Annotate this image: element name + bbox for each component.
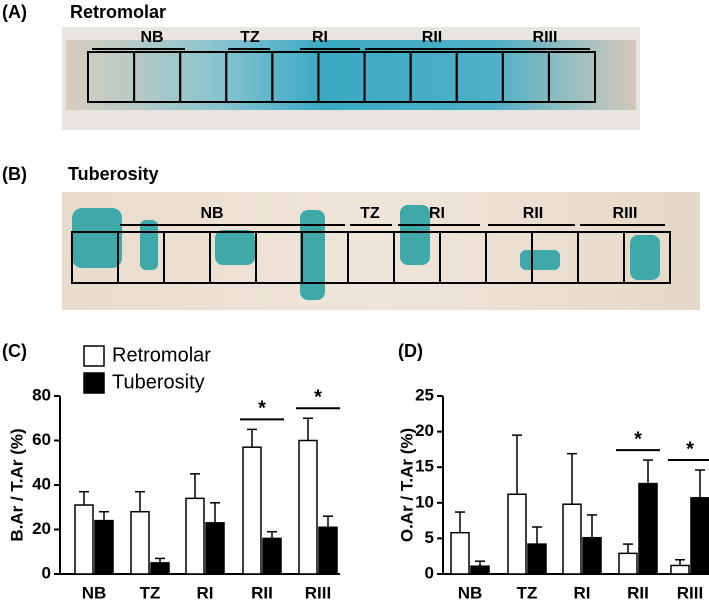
bar xyxy=(298,439,318,575)
significance-mark: * xyxy=(634,428,642,450)
x-tick-label: NB xyxy=(82,583,107,602)
panel-label: (C) xyxy=(2,341,27,361)
region-label: RII xyxy=(422,29,442,46)
bar xyxy=(185,497,205,575)
region-box xyxy=(623,231,671,284)
significance-mark: * xyxy=(314,387,322,409)
x-tick-label: NB xyxy=(458,583,483,602)
y-tick-label: 80 xyxy=(32,385,51,404)
panel-title: Tuberosity xyxy=(68,164,159,184)
y-tick-label: 20 xyxy=(32,519,51,538)
region-label: RI xyxy=(312,29,328,46)
y-tick-label: 0 xyxy=(425,563,434,582)
legend-label: Tuberosity xyxy=(112,371,205,393)
bar xyxy=(670,564,690,575)
legend-label: Retromolar xyxy=(112,344,211,366)
x-tick-label: TZ xyxy=(517,583,538,602)
y-axis-label: O.Ar / T.Ar (%) xyxy=(397,428,416,542)
x-tick-label: RI xyxy=(197,583,214,602)
panel-label: (B) xyxy=(2,164,27,184)
y-axis-label: B.Ar / T.Ar (%) xyxy=(7,428,26,541)
y-tick-label: 25 xyxy=(415,385,434,404)
x-tick-label: TZ xyxy=(140,583,161,602)
bar xyxy=(262,537,282,575)
significance-mark: * xyxy=(258,398,266,420)
region-label: RIII xyxy=(533,29,558,46)
bar xyxy=(618,552,638,575)
region-boxes xyxy=(71,51,671,284)
bar xyxy=(507,493,527,575)
region-label: TZ xyxy=(360,205,380,222)
panel-label: (D) xyxy=(398,341,423,361)
y-tick-label: 15 xyxy=(415,457,434,476)
legend-swatch xyxy=(83,372,105,394)
x-tick-label: RIII xyxy=(305,583,331,602)
legend-swatch xyxy=(83,345,105,367)
x-tick-label: RIII xyxy=(677,583,703,602)
y-tick-label: 20 xyxy=(415,421,434,440)
bar xyxy=(562,503,582,575)
region-label: NB xyxy=(200,205,223,222)
region-box xyxy=(547,51,597,103)
y-tick-label: 0 xyxy=(42,563,51,582)
region-label: TZ xyxy=(240,29,260,46)
panel-label: (A) xyxy=(2,2,27,22)
bar xyxy=(242,446,262,575)
x-tick-label: RI xyxy=(574,583,591,602)
significance-mark: * xyxy=(686,438,694,460)
bar xyxy=(150,562,170,575)
panel-title: Retromolar xyxy=(70,2,166,22)
bar xyxy=(582,536,602,575)
bar xyxy=(638,482,658,575)
y-tick-label: 10 xyxy=(415,492,434,511)
y-tick-label: 60 xyxy=(32,430,51,449)
x-tick-label: RII xyxy=(251,583,273,602)
bar xyxy=(450,531,470,575)
y-tick-label: 5 xyxy=(425,528,434,547)
bar xyxy=(527,543,547,575)
y-tick-label: 40 xyxy=(32,474,51,493)
bar xyxy=(690,497,709,575)
histology-image-b xyxy=(62,192,700,310)
region-label: RIII xyxy=(613,205,638,222)
bar xyxy=(205,522,225,575)
tissue-a xyxy=(66,40,636,110)
region-label: RI xyxy=(429,205,445,222)
x-tick-label: RII xyxy=(627,583,649,602)
bar xyxy=(318,526,338,575)
region-label: RII xyxy=(523,205,543,222)
region-label: NB xyxy=(140,29,163,46)
bar xyxy=(74,504,94,575)
bar xyxy=(470,565,490,575)
bar xyxy=(94,519,114,575)
tissue-b-stain xyxy=(72,205,660,300)
bar xyxy=(130,510,150,575)
